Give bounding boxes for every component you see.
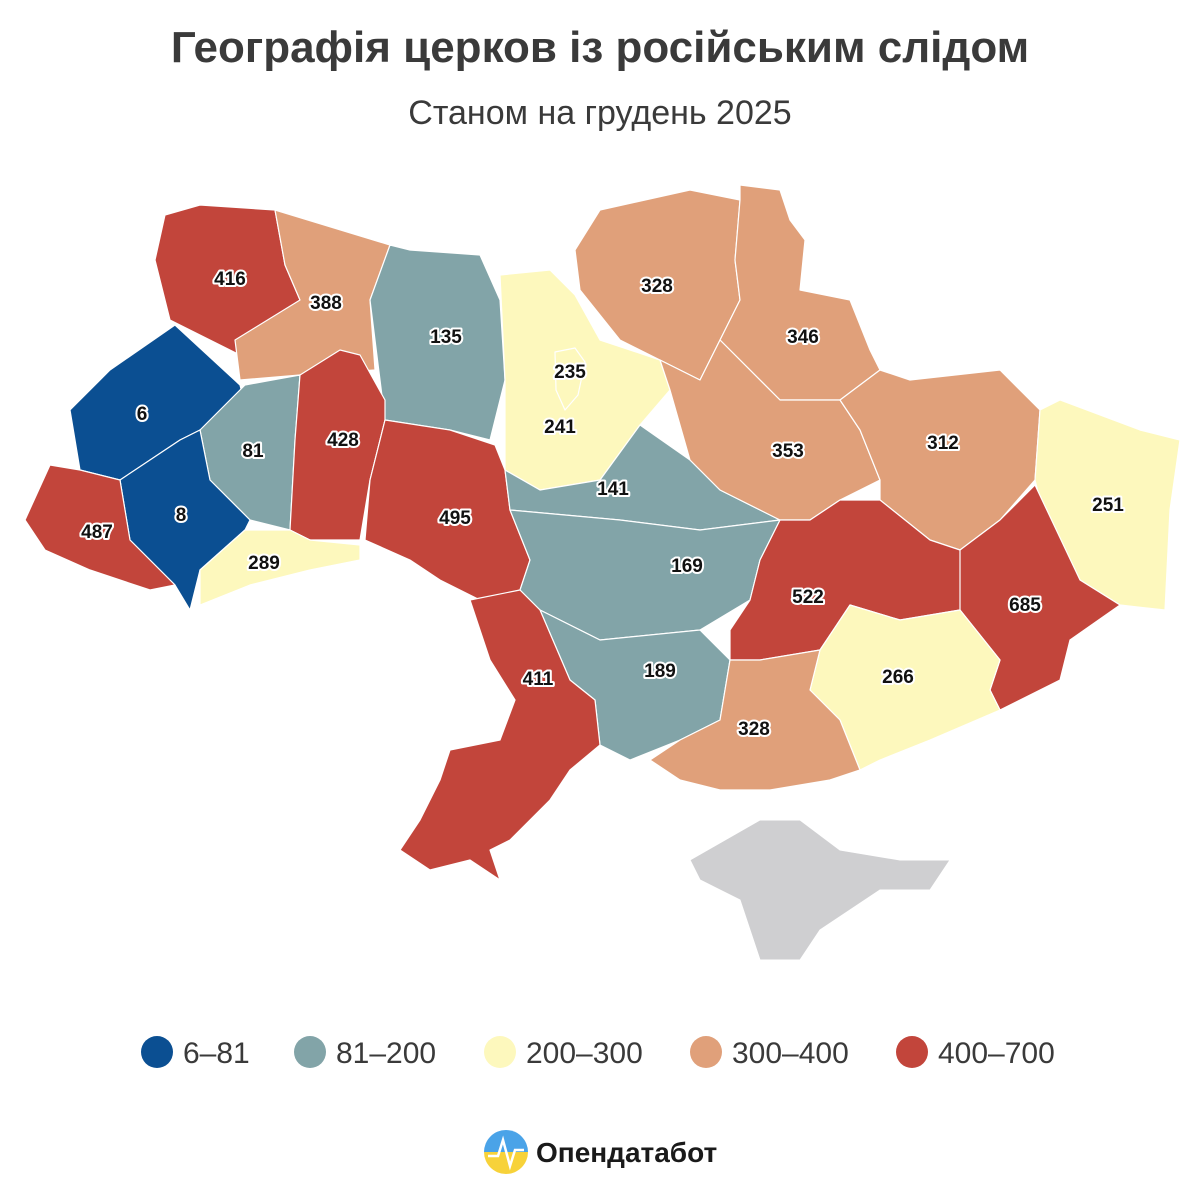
region-value: 495 xyxy=(439,508,471,529)
subtitle: Станом на грудень 2025 xyxy=(408,94,791,132)
region xyxy=(199,529,361,606)
region xyxy=(554,347,586,411)
region-value: 6 xyxy=(137,404,148,425)
legend-swatch xyxy=(484,1036,516,1068)
region xyxy=(369,244,506,441)
region-value: 289 xyxy=(248,553,280,574)
region-value: 81 xyxy=(242,441,264,462)
title: Географія церков із російським слідом xyxy=(171,23,1029,72)
region xyxy=(509,509,781,641)
logo-pulse xyxy=(488,1135,524,1171)
region-value: 241 xyxy=(544,417,576,438)
region-value: 411 xyxy=(523,669,554,690)
region-value: 135 xyxy=(430,327,462,348)
region xyxy=(649,649,861,791)
legend-swatch xyxy=(294,1036,326,1068)
region-value: 235 xyxy=(554,362,586,383)
region-value: 251 xyxy=(1092,495,1124,516)
region-value: 353 xyxy=(772,441,804,462)
region-value: 8 xyxy=(176,505,187,526)
region-value: 487 xyxy=(81,522,113,543)
region-value: 428 xyxy=(327,430,359,451)
region-value: 328 xyxy=(641,276,673,297)
region-value: 388 xyxy=(310,293,342,314)
legend-label: 6–81 xyxy=(183,1037,250,1070)
region xyxy=(659,339,881,521)
region xyxy=(399,589,601,881)
legend-label: 300–400 xyxy=(732,1037,849,1070)
labels: 416 388 135 241 6 81 428 495 8 487 289 141 169 189 411… xyxy=(79,267,1126,742)
region-value: 416 xyxy=(214,269,246,290)
region-value: 169 xyxy=(671,556,703,577)
region-value: 346 xyxy=(787,327,819,348)
legend-label: 200–300 xyxy=(526,1037,643,1070)
region-value: 266 xyxy=(882,667,914,688)
region xyxy=(499,269,671,491)
regions xyxy=(24,184,1181,961)
legend-label: 81–200 xyxy=(336,1037,436,1070)
legend-swatch xyxy=(690,1036,722,1068)
region-value: 141 xyxy=(597,479,629,500)
legend-swatch xyxy=(141,1036,173,1068)
region-value: 312 xyxy=(927,433,959,454)
legend-label: 400–700 xyxy=(938,1037,1055,1070)
legend: 6–81 81–200 200–300 300–400 400–700 xyxy=(141,1036,1055,1070)
region-value: 685 xyxy=(1009,595,1041,616)
region-value: 189 xyxy=(644,661,676,682)
region-value: 328 xyxy=(738,719,770,740)
crimea xyxy=(689,819,951,961)
region-value: 522 xyxy=(792,587,824,608)
region xyxy=(24,464,176,591)
brand: Опендатабот xyxy=(536,1137,717,1168)
legend-swatch xyxy=(896,1036,928,1068)
